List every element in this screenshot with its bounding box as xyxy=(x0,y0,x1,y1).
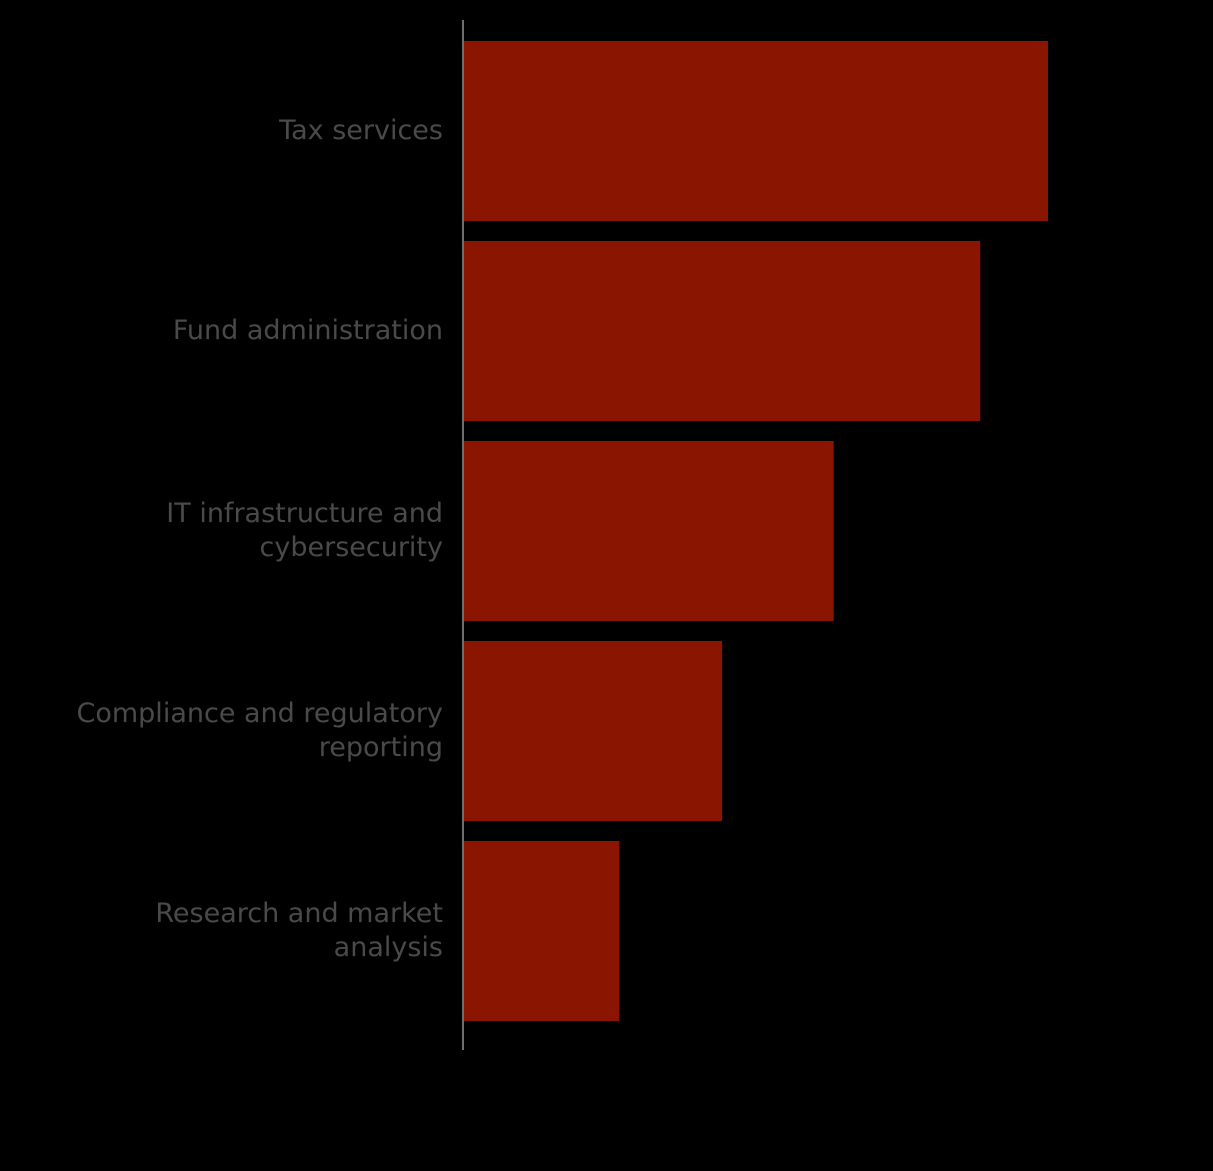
category-label-2: IT infrastructure and cybersecurity xyxy=(166,498,443,563)
category-label-line: IT infrastructure and xyxy=(166,498,443,529)
category-label-line: Compliance and regulatory xyxy=(77,698,444,729)
category-label-0: Tax services xyxy=(278,115,443,146)
bar-1 xyxy=(464,241,981,421)
category-label-1: Fund administration xyxy=(173,315,443,346)
category-label-line: Tax services xyxy=(278,115,443,146)
bar-0 xyxy=(464,41,1048,221)
category-labels: Tax services Fund administration IT infras… xyxy=(77,115,444,963)
category-label-line: Research and market xyxy=(155,898,443,929)
category-label-line: Fund administration xyxy=(173,315,443,346)
category-label-4: Research and market analysis xyxy=(155,898,443,963)
bar-4 xyxy=(464,841,620,1021)
category-label-line: reporting xyxy=(319,732,443,763)
category-label-3: Compliance and regulatory reporting xyxy=(77,698,444,763)
category-label-line: analysis xyxy=(334,932,443,963)
bars-layer xyxy=(464,41,1048,1021)
bar-2 xyxy=(464,441,834,621)
category-label-line: cybersecurity xyxy=(260,532,443,563)
bar-3 xyxy=(464,641,723,821)
